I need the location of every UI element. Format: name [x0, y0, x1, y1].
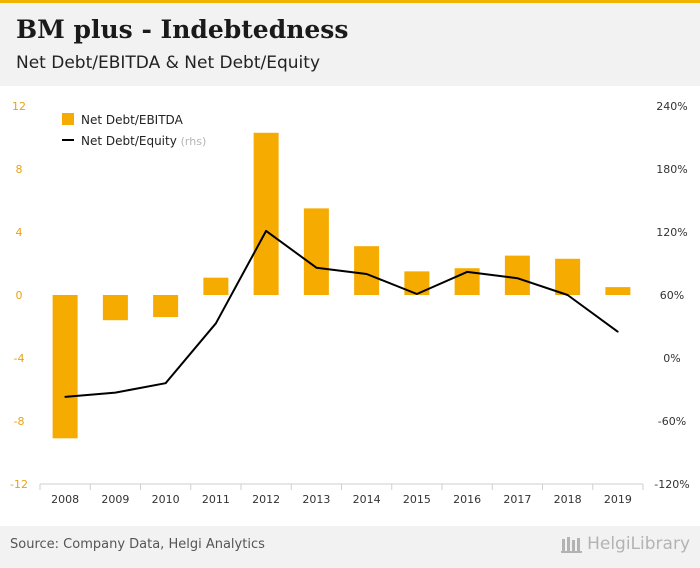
x-tick-label: 2011 [202, 493, 230, 506]
x-tick-label: 2015 [403, 493, 431, 506]
x-tick-label: 2014 [353, 493, 381, 506]
left-tick-label: 0 [16, 289, 23, 302]
brand-logo[interactable]: HelgiLibrary [561, 534, 690, 554]
library-icon [561, 537, 583, 553]
bar-2013 [303, 208, 329, 295]
line-point-2014 [365, 273, 368, 275]
x-tick-label: 2008 [51, 493, 79, 506]
bar-2019 [605, 287, 631, 295]
page-title: BM plus - Indebtedness [16, 15, 349, 44]
indebtedness-chart: 2008 2009 2010 2011 2012 2013 2014 2015 2016 2017… [10, 100, 690, 506]
x-tick-label: 2017 [503, 493, 531, 506]
x-tick-label: 2012 [252, 493, 280, 506]
bar-2018 [555, 258, 581, 295]
left-tick-label: 8 [16, 163, 23, 176]
line-point-2015 [416, 293, 418, 295]
bar-2012 [253, 132, 279, 295]
legend-line-suffix: (rhs) [181, 135, 207, 148]
left-tick-label: -8 [14, 415, 25, 428]
accent-line [0, 0, 700, 3]
legend-line-name: Net Debt/Equity [81, 134, 177, 148]
bars [52, 132, 631, 439]
line-point-2013 [315, 266, 318, 269]
right-tick-label: 120% [656, 226, 687, 239]
left-tick-label: -4 [14, 352, 25, 365]
right-tick-label: 240% [656, 100, 687, 113]
legend: Net Debt/EBITDA Net Debt/Equity (rhs) [62, 113, 206, 148]
bar-2011 [203, 277, 229, 295]
left-tick-label: 12 [12, 100, 26, 113]
page-subtitle: Net Debt/EBITDA & Net Debt/Equity [16, 53, 320, 73]
left-tick-label: 4 [16, 226, 23, 239]
line-point-2016 [466, 271, 468, 273]
line-point-2010 [164, 382, 167, 385]
right-tick-label: 180% [656, 163, 687, 176]
right-tick-label: 0% [663, 352, 680, 365]
line-point-2019 [617, 330, 619, 333]
net-debt-equity-line [65, 229, 619, 398]
line-series [64, 229, 619, 398]
bar-2017 [504, 255, 530, 295]
bar-2008 [52, 295, 78, 439]
right-tick-label: 60% [660, 289, 684, 302]
line-point-2011 [215, 322, 217, 325]
legend-bar-label: Net Debt/EBITDA [81, 113, 184, 127]
x-tick-label: 2019 [604, 493, 632, 506]
line-point-2018 [566, 294, 569, 296]
line-point-2009 [114, 391, 117, 394]
left-tick-label: -12 [10, 478, 28, 491]
legend-line-label: Net Debt/Equity (rhs) [81, 134, 206, 148]
x-tick-label: 2009 [101, 493, 129, 506]
header: BM plus - Indebtedness Net Debt/EBITDA &… [0, 3, 700, 86]
bar-2010 [153, 295, 179, 318]
line-point-2012 [265, 230, 267, 232]
source-text: Source: Company Data, Helgi Analytics [10, 537, 265, 552]
x-tick-label: 2013 [302, 493, 330, 506]
right-tick-label: -60% [658, 415, 686, 428]
x-tick-label: 2016 [453, 493, 481, 506]
bar-2009 [102, 295, 128, 321]
x-tick-label: 2018 [554, 493, 582, 506]
right-tick-label: -120% [654, 478, 689, 491]
line-point-2008 [64, 396, 66, 398]
x-tick-label: 2010 [152, 493, 180, 506]
line-point-2017 [516, 277, 519, 279]
brand-text: HelgiLibrary [587, 534, 690, 554]
bar-2015 [404, 271, 430, 295]
footer: Source: Company Data, Helgi Analytics He… [0, 526, 700, 568]
bar-2014 [354, 246, 380, 295]
legend-bar-swatch [62, 113, 74, 125]
axes: 2008 2009 2010 2011 2012 2013 2014 2015 2016 2017… [10, 100, 690, 506]
